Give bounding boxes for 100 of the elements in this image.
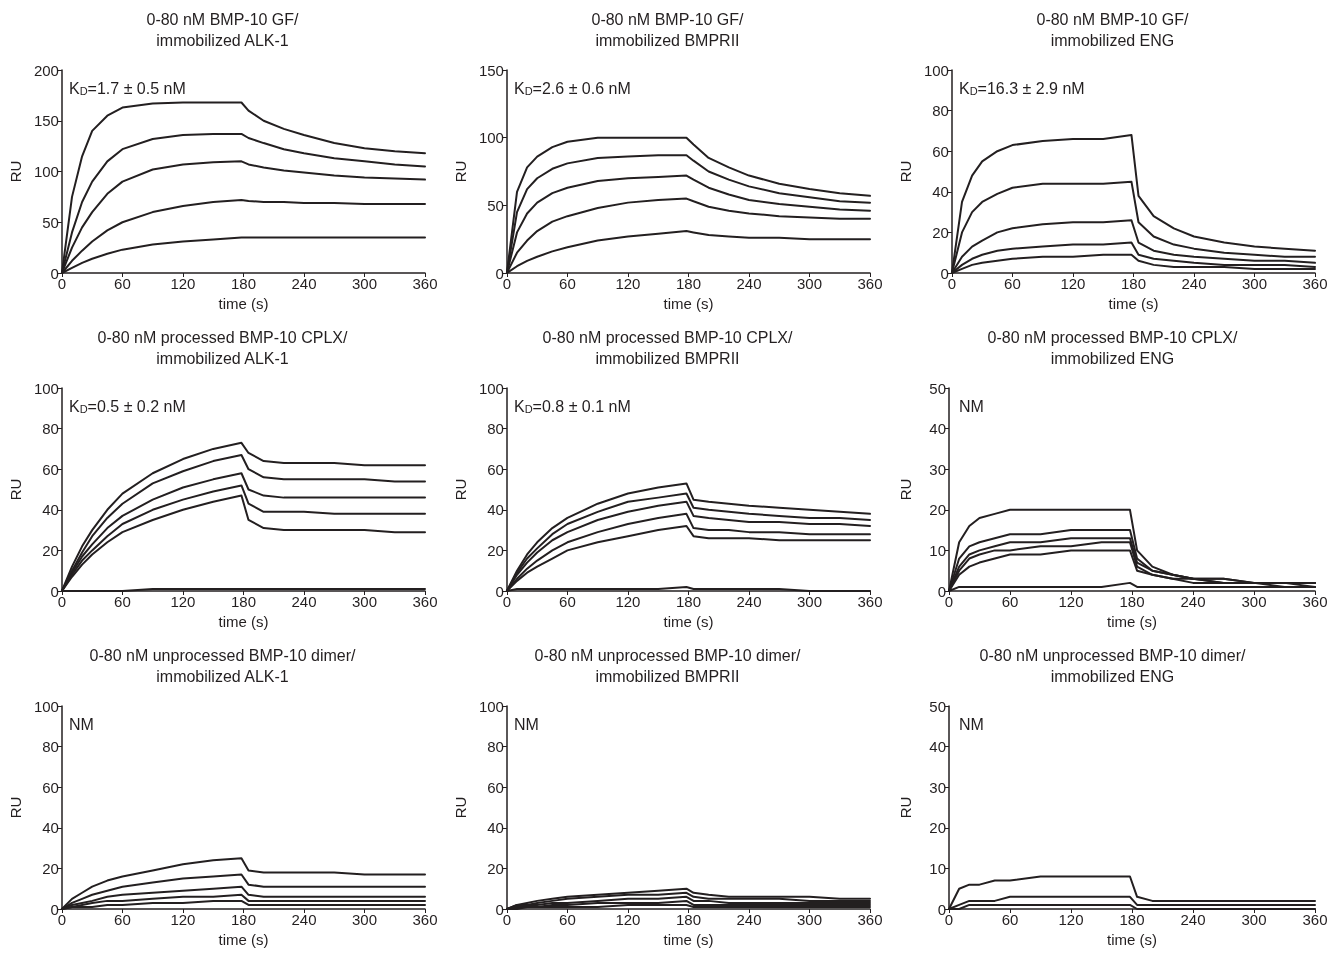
y-tick-label: 50 [487,196,504,214]
x-tick-label: 300 [1241,911,1267,928]
x-tick-label: 120 [615,593,641,610]
y-tick-label: 100 [923,61,949,79]
annotation: NM [959,715,984,733]
annotation: NM [514,715,539,733]
x-tick-label: 180 [1119,593,1145,610]
y-tick-label: 20 [929,819,946,837]
x-tick-label: 240 [291,275,317,292]
x-axis-title: time (s) [663,612,714,630]
x-tick-label: 120 [170,593,196,610]
x-tick-label: 240 [1180,593,1206,610]
y-tick-label: 150 [33,112,59,130]
y-tick-label: 20 [42,541,59,559]
x-tick-label: 300 [796,911,822,928]
x-axis-title: time (s) [218,612,269,630]
x-tick-label: 60 [1001,593,1019,610]
y-tick-label: 80 [932,102,949,120]
x-tick-label: 240 [291,593,317,610]
chart-title: 0-80 nM processed BMP-10 CPLX/ immobilized ENG [987,329,1238,367]
y-tick-label: 100 [33,697,59,715]
x-tick-label: 180 [230,275,256,292]
x-tick-label: 120 [170,275,196,292]
annotation: KD=0.8 ± 0.1 nM [514,397,631,415]
x-tick-label: 240 [736,593,762,610]
y-tick-label: 60 [487,778,504,796]
annotation: KD=0.5 ± 0.2 nM [69,397,186,415]
y-tick-label: 30 [929,778,946,796]
x-tick-label: 120 [1058,911,1084,928]
y-axis-title: RU [897,796,914,819]
y-tick-label: 30 [929,460,946,478]
chart-title: 0-80 nM unprocessed BMP-10 dimer/ immobilized BMPRII [534,647,801,685]
y-tick-label: 50 [929,379,946,397]
y-tick-label: 60 [42,460,59,478]
x-tick-label: 300 [796,275,822,292]
x-tick-label: 240 [736,275,762,292]
x-tick-label: 360 [1302,275,1328,292]
x-tick-label: 60 [114,911,131,928]
x-axis-title: time (s) [1107,612,1157,630]
y-tick-label: 200 [33,61,59,79]
x-tick-label: 60 [114,593,131,610]
x-tick-label: 300 [351,275,377,292]
x-tick-label: 180 [1120,275,1146,292]
x-tick-label: 180 [675,911,701,928]
x-tick-label: 60 [1001,911,1019,928]
x-tick-label: 180 [675,593,701,610]
y-tick-label: 40 [42,819,59,837]
y-tick-label: 80 [42,420,59,438]
y-axis-title: RU [452,478,469,501]
y-tick-label: 20 [487,859,504,877]
y-tick-label: 20 [42,859,59,877]
y-tick-label: 60 [932,142,949,160]
x-axis-title: time (s) [1108,294,1159,312]
x-tick-label: 240 [736,911,762,928]
x-tick-label: 360 [412,593,438,610]
y-tick-label: 40 [487,819,504,837]
y-tick-label: 60 [42,778,59,796]
x-tick-label: 360 [857,275,883,292]
x-tick-label: 120 [1060,275,1086,292]
x-tick-label: 360 [1302,911,1328,928]
annotation: KD=2.6 ± 0.6 nM [514,79,631,97]
y-tick-label: 40 [487,501,504,519]
y-tick-label: 10 [929,541,946,559]
x-tick-label: 300 [1241,275,1267,292]
y-tick-label: 20 [929,501,946,519]
chart-title: 0-80 nM unprocessed BMP-10 dimer/ immobilized ENG [979,647,1246,685]
x-tick-label: 60 [559,911,576,928]
x-axis-title: time (s) [218,930,269,948]
y-tick-label: 80 [487,420,504,438]
y-axis-title: RU [7,796,24,819]
x-tick-label: 180 [1119,911,1145,928]
y-axis-title: RU [7,160,24,183]
x-tick-label: 360 [412,275,438,292]
x-tick-label: 180 [675,275,701,292]
x-tick-label: 120 [1058,593,1084,610]
y-tick-label: 100 [478,697,504,715]
x-tick-label: 240 [1181,275,1207,292]
x-tick-label: 60 [559,275,576,292]
x-axis-title: time (s) [663,930,714,948]
chart-title: 0-80 nM BMP-10 GF/ immobilized ALK-1 [146,11,300,49]
chart-title: 0-80 nM BMP-10 GF/ immobilized BMPRII [591,11,745,49]
x-tick-label: 240 [291,911,317,928]
x-tick-label: 360 [857,911,883,928]
y-tick-label: 100 [478,129,504,147]
y-tick-label: 20 [932,223,949,241]
annotation: KD=16.3 ± 2.9 nM [959,79,1085,97]
y-tick-label: 40 [932,183,949,201]
y-axis-title: RU [897,478,914,501]
x-tick-label: 300 [796,593,822,610]
y-tick-label: 50 [42,213,59,231]
x-tick-label: 60 [1004,275,1021,292]
x-tick-label: 240 [1180,911,1206,928]
x-axis-title: time (s) [1107,930,1157,948]
x-tick-label: 60 [559,593,576,610]
x-tick-label: 360 [412,911,438,928]
x-tick-label: 360 [1302,593,1328,610]
x-tick-label: 300 [351,593,377,610]
y-tick-label: 10 [929,859,946,877]
chart-title: 0-80 nM unprocessed BMP-10 dimer/ immobilized ALK-1 [89,647,356,685]
y-tick-label: 100 [478,379,504,397]
